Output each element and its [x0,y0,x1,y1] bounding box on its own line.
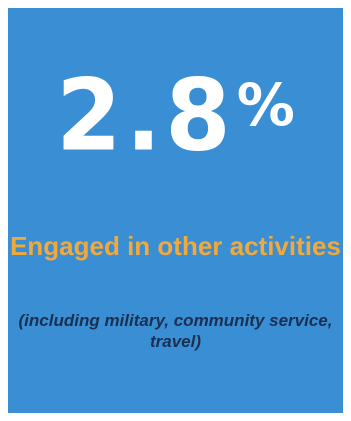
stat-number: 2.8 [56,59,235,174]
stat-card: 2.8% Engaged in other activities (includ… [8,8,343,413]
percent-sign: % [236,71,295,139]
stat-value: 2.8% [8,59,343,174]
stat-subline: (including military, community service, … [18,311,333,351]
stat-headline: Engaged in other activities [10,231,341,261]
